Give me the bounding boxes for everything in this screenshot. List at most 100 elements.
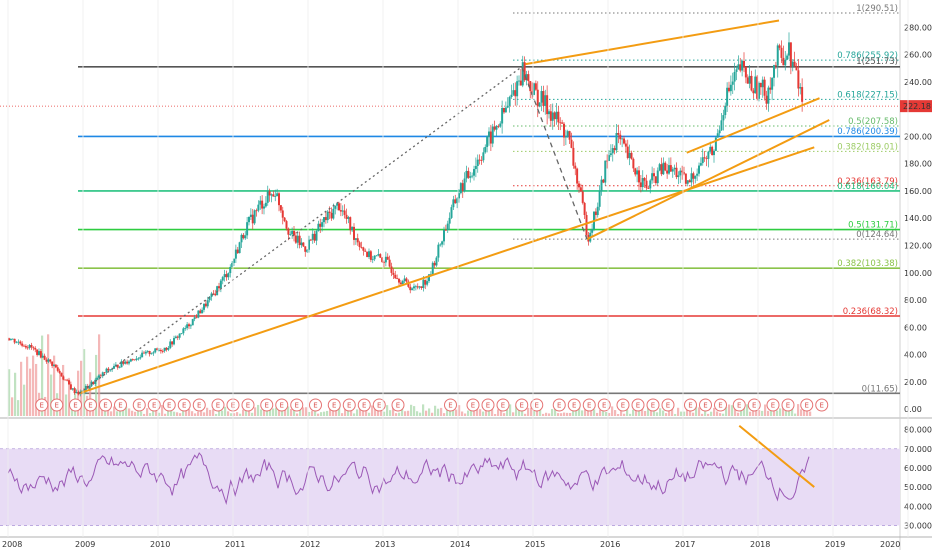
volume-bar (614, 410, 617, 416)
volume-bar (446, 410, 449, 416)
volume-bar (29, 368, 32, 416)
volume-bar (473, 408, 476, 416)
candle-body (630, 152, 633, 159)
candle-body (458, 193, 460, 199)
candle-body (306, 249, 309, 252)
candle-body (443, 229, 445, 242)
candle-body (369, 251, 372, 260)
candle-body (298, 235, 301, 246)
candle-body (135, 358, 138, 360)
candle-body (561, 122, 564, 124)
earnings-marker (241, 398, 255, 412)
candle-body (518, 80, 520, 82)
earnings-marker-label: E (501, 402, 505, 410)
volume-bar (8, 369, 11, 416)
candle-body (493, 126, 496, 130)
candle-body (276, 193, 279, 197)
volume-bar (248, 408, 251, 416)
candle-body (621, 138, 624, 140)
volume-bar (653, 410, 656, 416)
volume-bar (215, 413, 218, 416)
candle-body (324, 217, 327, 221)
last-price-label: 222.18 (903, 102, 931, 111)
earnings-marker (50, 398, 64, 412)
candle-body (444, 229, 447, 231)
earnings-marker-label: E (771, 402, 775, 410)
earnings-marker-label: E (752, 402, 756, 410)
volume-bar (686, 407, 689, 416)
earnings-marker (815, 398, 829, 412)
candle-body (703, 157, 706, 159)
earnings-marker-label: E (448, 402, 452, 410)
earnings-marker (567, 398, 581, 412)
candle-body (180, 333, 183, 334)
candle-body (613, 148, 616, 151)
candle-body (548, 111, 550, 115)
candle-body (174, 336, 177, 339)
earnings-marker-label: E (572, 402, 576, 410)
candle-body (244, 235, 247, 239)
earnings-marker-label: E (152, 402, 156, 410)
earnings-marker (732, 398, 746, 412)
candle-body (686, 180, 689, 184)
candle-body (208, 296, 211, 301)
candle-body (641, 178, 644, 188)
volume-bar (767, 410, 770, 416)
candle-body (159, 349, 162, 352)
earnings-marker (616, 398, 630, 412)
earnings-marker-label: E (535, 402, 539, 410)
earnings-marker-label: E (557, 402, 561, 410)
candle-body (737, 64, 740, 70)
candle-body (94, 379, 97, 385)
volume-bar (326, 410, 329, 416)
volume-bar (776, 410, 779, 416)
candle-body (619, 134, 622, 140)
volume-bar (476, 409, 479, 416)
earnings-marker (309, 398, 322, 412)
volume-bar (284, 407, 287, 416)
candle-body (452, 199, 455, 208)
y-tick-label: 60.00 (904, 323, 927, 332)
candle-body (752, 90, 755, 94)
volume-bar (278, 409, 281, 416)
volume-bar (791, 407, 794, 416)
candle-body (330, 212, 333, 219)
earnings-marker (132, 398, 146, 412)
candle-body (96, 377, 99, 380)
candle-body (456, 198, 459, 204)
candle-body (131, 359, 134, 360)
candle-body (489, 131, 492, 144)
x-tick-label: 2010 (150, 540, 170, 549)
volume-bar (548, 413, 551, 416)
candle-body (338, 203, 340, 211)
candle-body (291, 231, 294, 235)
candle-body (133, 359, 136, 361)
candle-body (53, 364, 55, 366)
volume-bar (236, 412, 239, 416)
volume-bar (491, 409, 494, 416)
volume-bar (347, 409, 350, 416)
candle-body (765, 95, 768, 104)
candle-body (735, 69, 738, 72)
candle-body (339, 210, 342, 212)
candle-body (124, 361, 127, 364)
candle-body (302, 242, 305, 247)
earnings-marker-label: E (280, 402, 284, 410)
volume-bar (806, 410, 809, 416)
volume-bar (137, 407, 140, 416)
candle-body (789, 42, 792, 67)
candle-body (403, 278, 406, 282)
volume-bar (536, 408, 539, 416)
volume-bar (257, 404, 260, 416)
candle-body (146, 350, 149, 352)
candle-body (653, 173, 655, 177)
volume-bar (380, 406, 383, 416)
candle-body (354, 238, 357, 240)
candle-body (381, 257, 384, 262)
candle-body (454, 199, 457, 204)
candle-body (733, 71, 736, 82)
earnings-marker (342, 398, 356, 412)
candle-body (799, 87, 802, 89)
candle-body (323, 217, 325, 223)
candle-body (182, 328, 185, 334)
